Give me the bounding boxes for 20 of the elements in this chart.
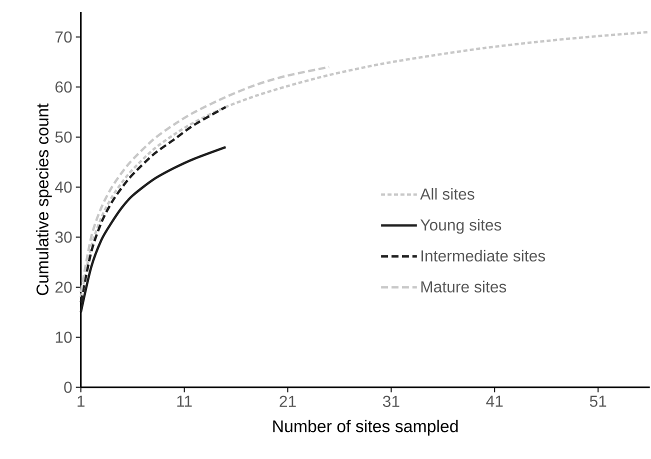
- legend-label: Mature sites: [421, 280, 506, 292]
- y-axis-title: Cumulative species count: [36, 103, 52, 296]
- x-axis-title: Number of sites sampled: [273, 420, 458, 436]
- y-tick-label: 20: [55, 282, 72, 293]
- y-tick-label: 30: [55, 231, 72, 243]
- x-tick-label: 21: [280, 396, 296, 407]
- x-tick-label: 11: [177, 396, 192, 407]
- y-tick-label: 40: [55, 181, 72, 193]
- x-tick-label: 51: [590, 396, 606, 407]
- y-tick-label: 70: [55, 31, 72, 43]
- x-tick-label: 41: [486, 396, 503, 407]
- legend-label: All sites: [420, 188, 474, 200]
- y-tick-label: 60: [55, 81, 72, 93]
- y-tick-label: 0: [64, 382, 72, 393]
- legend-label: Young sites: [420, 218, 502, 234]
- y-tick-label: 50: [55, 131, 72, 143]
- x-tick-label: 1: [78, 396, 84, 407]
- x-tick-label: 31: [382, 396, 400, 407]
- legend-label: Intermediate sites: [422, 250, 546, 262]
- y-tick-label: 10: [56, 332, 72, 343]
